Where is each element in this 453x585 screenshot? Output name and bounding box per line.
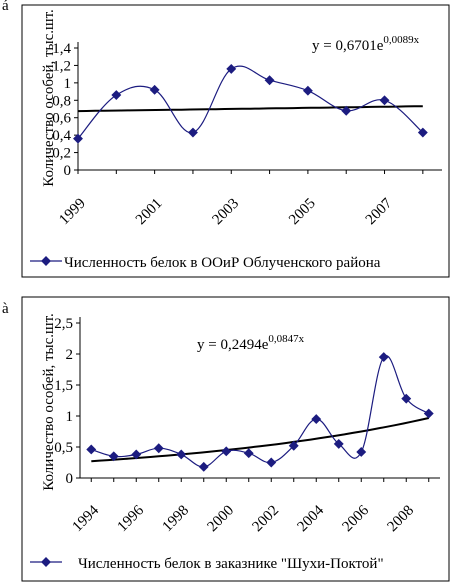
chart-1-y-tick-label: 0,8 (52, 93, 71, 109)
chart-2-data-point (86, 444, 97, 455)
chart-2-data-point (423, 408, 434, 419)
chart-2-equation: y = 0,2494e0,0847x (197, 333, 305, 353)
chart-2-data-point (221, 446, 232, 457)
chart-2-x-tick-label: 2002 (250, 503, 283, 536)
chart-2-x-tick-label: 1996 (115, 502, 148, 535)
chart-1-data-point (226, 63, 237, 74)
chart-2-legend-marker (41, 557, 51, 567)
panel-label-bottom: à (2, 301, 9, 317)
chart-1-data-point (149, 84, 160, 95)
chart-2-data-point (266, 457, 277, 468)
chart-1-series-line (77, 65, 424, 140)
chart-1-data-point (379, 95, 390, 106)
chart-2-y-tick-label: 2 (66, 347, 74, 363)
chart-2-data-point (311, 414, 322, 425)
chart-2-y-tick-label: 2,5 (54, 316, 73, 332)
chart-2-data-point (131, 449, 142, 460)
chart-2: Количество особей, тыс.шт. 0 0,5 1 1,5 2 2,5 1… (21, 296, 450, 582)
chart-1-x-tick-label: 2005 (286, 196, 319, 229)
chart-1-trendline (77, 105, 423, 113)
chart-2-data-point (288, 440, 299, 451)
chart-2-data-point (243, 448, 254, 459)
chart-2-x-tick-label: 1994 (70, 502, 103, 535)
chart-1-plot: 00,2 0,40,6 0,81 1,21,4 1999 2001 2003 2005 2007 (52, 41, 442, 228)
chart-1-y-tick-label: 1,4 (52, 41, 71, 57)
chart-2-data-point (401, 393, 412, 404)
chart-2-equation-main: y = 0,2494e (197, 337, 269, 353)
chart-1-x-tick-label: 2007 (363, 195, 396, 228)
chart-1-x-tick-label: 1999 (56, 196, 89, 229)
chart-1-y-tick-label: 0,2 (52, 146, 71, 162)
chart-2-trendline (91, 417, 430, 463)
chart-2-x-tick-label: 2004 (295, 502, 328, 535)
chart-1: Количество особей, тыс.шт. 00,2 0,40,6 0,8… (21, 4, 450, 278)
chart-2-x-tick-label: 2000 (205, 503, 238, 536)
panel-label-top: á (2, 0, 9, 14)
chart-1-ylabel: Количество особей, тыс.шт. (41, 9, 57, 187)
chart-1-data-point (73, 133, 83, 144)
chart-1-data-point (111, 90, 122, 101)
chart-1-y-tick-label: 1 (64, 76, 72, 92)
chart-1-equation-main: y = 0,6701e (312, 38, 384, 54)
chart-2-series-line (91, 355, 430, 468)
chart-1-y-tick-label: 0 (64, 163, 72, 179)
chart-2-y-tick-label: 0,5 (54, 440, 73, 456)
chart-2-data-point (198, 461, 209, 472)
chart-1-y-tick-label: 0,4 (52, 128, 71, 144)
chart-1-legend-label: Численность белок в ООиР Облученского ра… (64, 255, 381, 271)
chart-1-x-tick-label: 2001 (133, 196, 166, 229)
chart-1-y-tick-label: 1,2 (52, 58, 71, 74)
chart-1-equation-exp: 0,0089x (383, 34, 419, 46)
chart-2-data-point (333, 438, 344, 449)
chart-2-x-tick-label: 1998 (160, 503, 193, 536)
chart-2-y-tick-label: 1 (66, 409, 74, 425)
chart-1-data-point (417, 127, 428, 138)
chart-2-data-point (378, 352, 389, 363)
chart-2-frame (21, 296, 450, 582)
chart-2-data-point (176, 449, 187, 460)
chart-1-y-tick-label: 0,6 (52, 111, 71, 127)
chart-1-frame (21, 4, 450, 278)
chart-1-data-point (264, 75, 275, 86)
chart-1-x-tick-label: 2003 (210, 196, 243, 229)
chart-2-y-tick-label: 0 (66, 471, 74, 487)
chart-2-equation-exp: 0,0847x (268, 333, 304, 345)
chart-2-data-point (153, 443, 164, 454)
chart-2-y-tick-label: 1,5 (54, 378, 73, 394)
chart-2-x-tick-label: 2006 (340, 502, 373, 535)
chart-2-legend-label: Численность белок в заказнике "Шухи-Покт… (78, 556, 384, 572)
chart-2-x-tick-label: 2008 (385, 503, 418, 536)
chart-1-data-point (302, 85, 313, 96)
chart-1-equation: y = 0,6701e0,0089x (312, 34, 420, 54)
chart-2-ylabel: Количество особей, тыс.шт. (41, 313, 57, 491)
chart-1-data-point (187, 127, 198, 138)
chart-2-data-point (356, 447, 367, 457)
chart-1-legend-marker (41, 256, 51, 266)
